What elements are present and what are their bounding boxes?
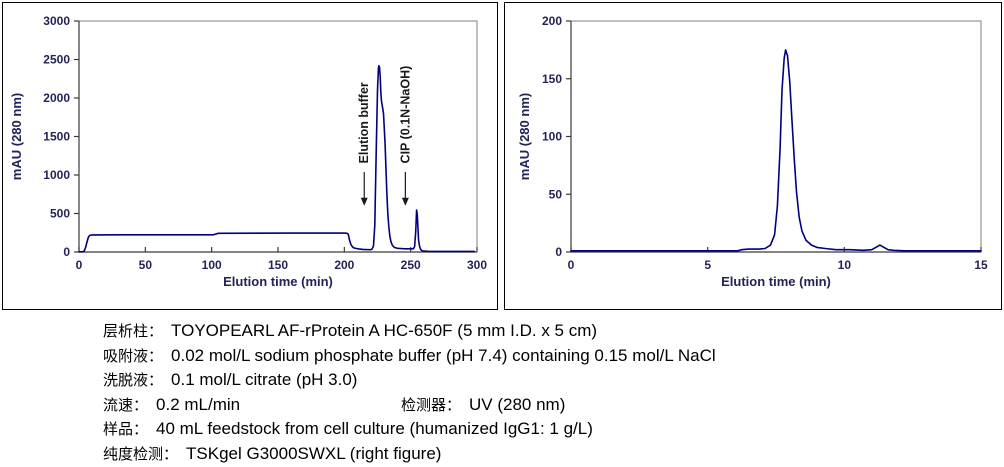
note-label: 纯度检测：: [103, 444, 179, 463]
y-tick-label: 2000: [43, 91, 70, 105]
note-label: 流速：: [103, 395, 149, 414]
conditions-notes: 层析柱： TOYOPEARL AF-rProtein A HC-650F (5 m…: [103, 319, 963, 466]
x-tick-label: 200: [334, 258, 354, 272]
y-tick-label: 3000: [43, 14, 70, 28]
note-row-column: 层析柱： TOYOPEARL AF-rProtein A HC-650F (5 m…: [103, 319, 963, 344]
note-value: 0.2 mL/min: [156, 394, 241, 414]
chromatogram-trace: [78, 64, 476, 253]
note-value: 0.02 mol/L sodium phosphate buffer (pH 7…: [171, 345, 716, 365]
note-value: 0.1 mol/L citrate (pH 3.0): [171, 370, 358, 389]
sec-purity-chromatogram-svg: 0 50 100 150 200 0 5 10 15 Elution time (min) mAU …: [517, 14, 988, 289]
note-seg-flow-rate: 流速： 0.2 mL/min: [103, 393, 401, 419]
x-tick-label: 0: [568, 258, 575, 272]
y-tick-label: 50: [549, 187, 563, 201]
annotation-label: CIP (0.1N-NaOH): [398, 66, 412, 164]
annotation-arrowhead-icon: [360, 197, 368, 206]
note-value: 40 mL feedstock from cell culture (human…: [156, 419, 593, 438]
y-axis-title: mAU (280 nm): [9, 93, 24, 180]
y-tick-label: 1000: [43, 168, 70, 182]
affinity-chromatogram-panel: 0 500 1000 1500 2000 2500 3000 0 50 100 150 200 250 3…: [2, 2, 498, 310]
y-tick-label: 0: [63, 245, 70, 259]
y-tick-label: 100: [542, 130, 562, 144]
sec-purity-chromatogram-panel: 0 50 100 150 200 0 5 10 15 Elution time (min) mAU …: [504, 2, 1002, 310]
annotation-label: Elution buffer: [357, 82, 371, 163]
y-tick-label: 500: [50, 207, 70, 221]
note-label: 洗脱液：: [103, 371, 164, 389]
y-tick-label: 150: [542, 72, 562, 86]
y-tick-label: 0: [555, 245, 562, 259]
y-tick-label: 1500: [43, 130, 70, 144]
x-tick-label: 10: [838, 258, 852, 272]
note-row-flow-rate-and-detector: 流速： 0.2 mL/min 检测器： UV (280 nm): [103, 393, 963, 418]
note-value: TOYOPEARL AF-rProtein A HC-650F (5 mm I.…: [171, 321, 598, 340]
annotation-arrowhead-icon: [401, 197, 409, 206]
note-value: UV (280 nm): [469, 394, 566, 414]
x-tick-label: 0: [76, 258, 83, 272]
y-tick-label: 2500: [43, 53, 70, 67]
note-label: 吸附液：: [103, 346, 164, 365]
x-tick-label: 150: [268, 258, 288, 272]
note-row-elution-buffer: 洗脱液： 0.1 mol/L citrate (pH 3.0): [103, 368, 963, 393]
y-axis-title: mAU (280 nm): [517, 93, 532, 180]
x-tick-label: 15: [974, 258, 988, 272]
x-tick-label: 300: [467, 258, 487, 272]
chromatogram-trace: [570, 49, 982, 252]
x-tick-label: 5: [704, 258, 711, 272]
x-tick-label: 100: [202, 258, 222, 272]
note-label: 层析柱：: [103, 322, 164, 340]
note-label: 检测器：: [401, 395, 462, 414]
note-row-adsorption-buffer: 吸附液： 0.02 mol/L sodium phosphate buffer (…: [103, 344, 963, 369]
note-seg-detector: 检测器： UV (280 nm): [401, 394, 566, 414]
note-row-purity-check: 纯度检测： TSKgel G3000SWXL (right figure): [103, 442, 963, 467]
note-row-sample: 样品： 40 mL feedstock from cell culture (hu…: [103, 417, 963, 442]
affinity-chromatogram-svg: 0 500 1000 1500 2000 2500 3000 0 50 100 150 200 250 3…: [9, 14, 487, 289]
note-label: 样品：: [103, 420, 149, 438]
y-tick-label: 200: [542, 14, 562, 28]
note-value: TSKgel G3000SWXL (right figure): [186, 443, 442, 463]
x-tick-label: 50: [139, 258, 153, 272]
x-tick-label: 250: [401, 258, 421, 272]
x-axis-title: Elution time (min): [721, 274, 831, 289]
x-axis-title: Elution time (min): [223, 274, 333, 289]
